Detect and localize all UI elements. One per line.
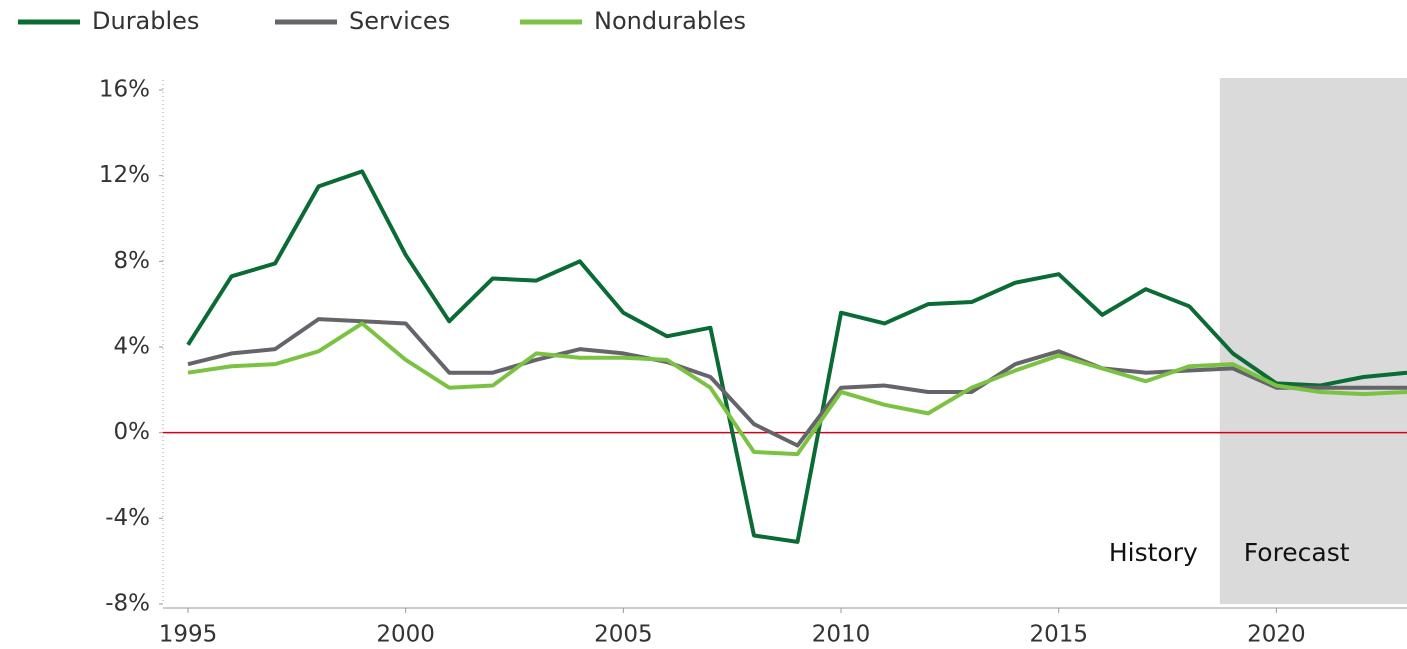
- x-tick-label: 2015: [1029, 622, 1088, 648]
- legend-label: Nondurables: [594, 7, 746, 35]
- x-tick-label: 2005: [594, 622, 653, 648]
- y-tick-label: 16%: [99, 77, 150, 103]
- x-tick-label: 2020: [1247, 622, 1306, 648]
- y-tick-label: 4%: [114, 334, 151, 360]
- x-tick-label: 1995: [159, 622, 218, 648]
- x-tick-label: 2000: [376, 622, 435, 648]
- y-tick-label: 12%: [99, 162, 150, 188]
- series-line: [187, 321, 1407, 457]
- y-tick-label: 0%: [114, 419, 151, 445]
- forecast-label: Forecast: [1244, 538, 1350, 567]
- history-label: History: [1109, 538, 1198, 567]
- legend-label: Durables: [92, 7, 199, 35]
- series-line: [186, 169, 1407, 544]
- forecast-region: [1219, 78, 1407, 604]
- y-tick-label: -4%: [105, 505, 150, 531]
- y-tick-label: -8%: [105, 591, 150, 617]
- y-tick-label: 8%: [114, 248, 151, 274]
- legend-label: Services: [349, 7, 450, 35]
- series-line: [187, 317, 1407, 448]
- x-tick-label: 2010: [812, 622, 871, 648]
